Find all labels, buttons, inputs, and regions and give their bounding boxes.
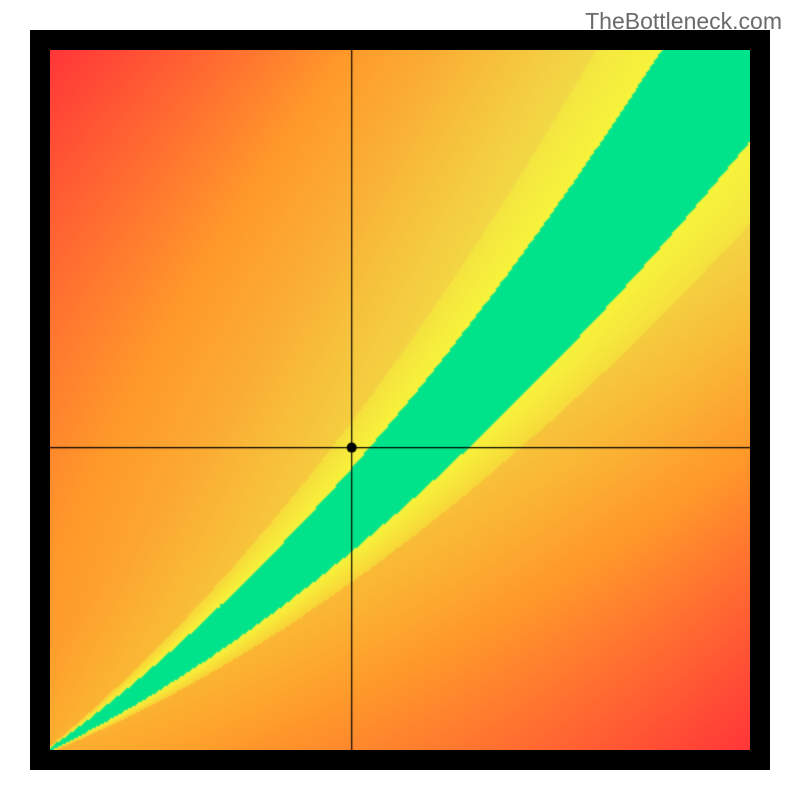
heatmap-canvas xyxy=(50,50,750,750)
chart-container: TheBottleneck.com xyxy=(0,0,800,800)
chart-frame xyxy=(30,30,770,770)
watermark-text: TheBottleneck.com xyxy=(585,8,782,35)
